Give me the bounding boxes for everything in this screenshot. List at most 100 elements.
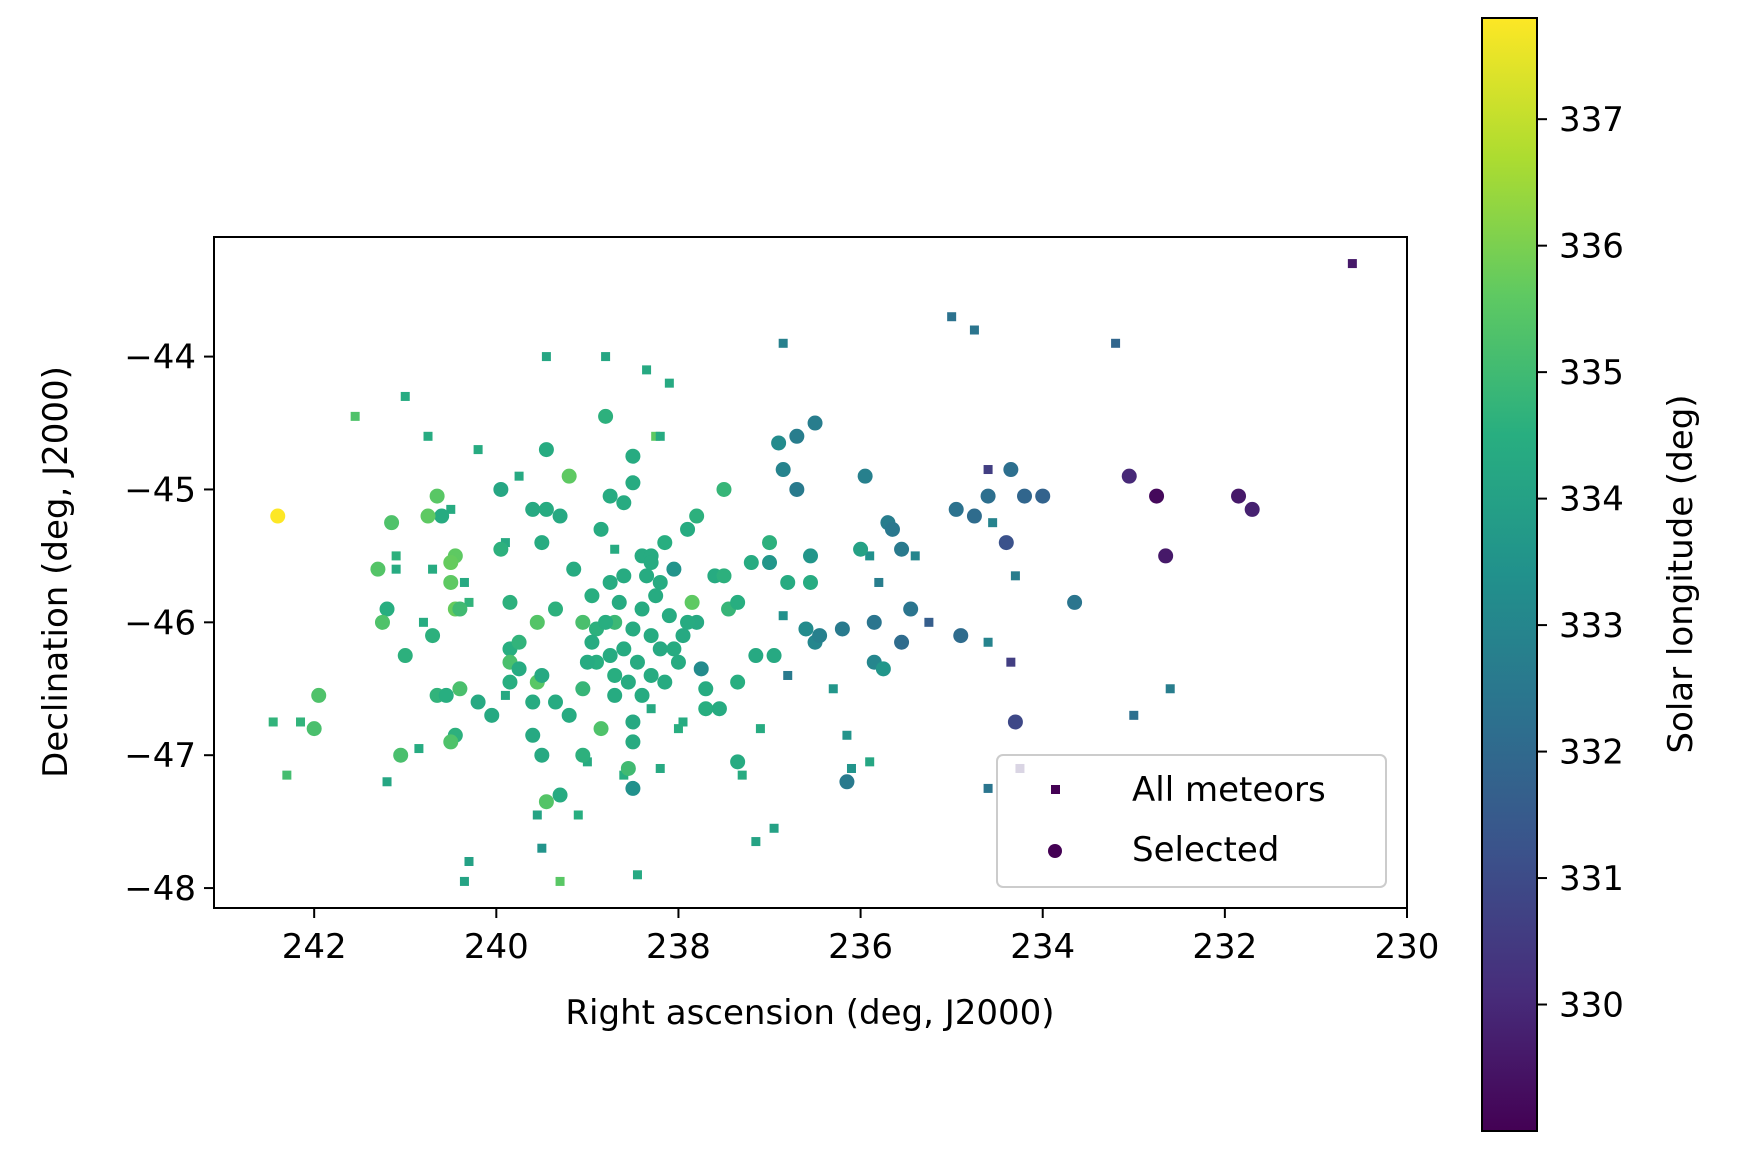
selected-meteor-point (693, 661, 709, 677)
meteor-square-point (382, 777, 392, 787)
meteor-square-point (783, 670, 793, 680)
selected-meteor-point (548, 694, 564, 710)
meteor-square-point (947, 312, 957, 322)
meteor-square-point (651, 431, 661, 441)
meteor-square-point (400, 391, 410, 401)
selected-meteor-point (652, 641, 668, 657)
selected-meteor-point (616, 568, 632, 584)
meteor-square-point (514, 471, 524, 481)
meteor-square-point (642, 365, 652, 375)
selected-meteor-point (538, 442, 554, 458)
meteor-square-point (910, 551, 920, 561)
selected-meteor-point (529, 614, 545, 630)
selected-meteor-point (839, 774, 855, 790)
meteor-square-point (296, 717, 306, 727)
selected-meteor-point (661, 608, 677, 624)
x-axis: 242 240 238 236 234 232 230 (282, 908, 1439, 967)
selected-meteor-point (866, 614, 882, 630)
selected-meteor-point (511, 634, 527, 650)
meteor-square-point (874, 577, 884, 587)
selected-meteor-point (730, 754, 746, 770)
selected-meteor-point (812, 628, 828, 644)
selected-meteor-point (762, 535, 778, 551)
y-tick-label: −45 (124, 470, 196, 510)
selected-meteor-point (698, 701, 714, 717)
selected-meteor-point (948, 501, 964, 517)
selected-meteor-point (762, 555, 778, 571)
selected-meteor-point (452, 601, 468, 617)
selected-meteor-point (434, 508, 450, 524)
selected-meteor-point (443, 555, 459, 571)
selected-meteor-point (1121, 468, 1137, 484)
selected-meteor-point (420, 508, 436, 524)
x-tick-label: 238 (646, 927, 711, 967)
selected-meteor-point (429, 488, 445, 504)
meteor-square-point (755, 724, 765, 734)
selected-meteor-point (625, 475, 641, 491)
meteor-square-point (418, 617, 428, 627)
selected-meteor-point (643, 628, 659, 644)
selected-meteor-point (393, 747, 409, 763)
selected-meteor-point (730, 674, 746, 690)
meteor-square-point (423, 431, 433, 441)
meteor-square-point (1006, 657, 1016, 667)
x-tick-label: 232 (1192, 927, 1257, 967)
selected-meteor-point (625, 714, 641, 730)
x-tick-label: 234 (1010, 927, 1075, 967)
selected-meteor-point (743, 555, 759, 571)
selected-meteor-point (629, 654, 645, 670)
y-tick-label: −44 (124, 338, 196, 378)
selected-meteor-point (894, 634, 910, 650)
selected-meteor-point (666, 641, 682, 657)
meteor-square-point (988, 518, 998, 528)
selected-meteor-point (379, 601, 395, 617)
selected-meteor-point (670, 654, 686, 670)
selected-meteor-point (648, 588, 664, 604)
meteor-square-point (842, 730, 852, 740)
meteor-square-point (282, 770, 292, 780)
selected-meteor-point (625, 448, 641, 464)
selected-meteor-point (306, 721, 322, 737)
selected-meteor-point (561, 707, 577, 723)
colorbar-tick-label: 337 (1559, 100, 1624, 140)
selected-meteor-point (525, 694, 541, 710)
selected-meteor-point (575, 681, 591, 697)
meteor-square-point (610, 544, 620, 554)
meteor-square-point (601, 352, 611, 362)
selected-meteor-point (566, 561, 582, 577)
meteor-square-point (1165, 684, 1175, 694)
selected-meteor-point (894, 541, 910, 557)
meteor-square-point (778, 611, 788, 621)
selected-meteor-point (575, 614, 591, 630)
selected-meteor-point (798, 621, 814, 637)
legend-square-marker (1051, 785, 1060, 794)
meteor-square-point (983, 783, 993, 793)
selected-meteor-point (620, 760, 636, 776)
colorbar-tick-label: 330 (1559, 986, 1624, 1026)
colorbar (1481, 17, 1538, 1132)
legend-label-all-meteors: All meteors (1132, 770, 1326, 810)
selected-meteor-point (966, 508, 982, 524)
selected-meteor-point (552, 508, 568, 524)
selected-meteor-point (711, 701, 727, 717)
selected-meteor-point (548, 601, 564, 617)
selected-meteor-point (1067, 594, 1083, 610)
selected-meteor-point (620, 674, 636, 690)
y-tick-label: −48 (124, 869, 196, 909)
selected-meteor-point (643, 555, 659, 571)
meteor-square-point (983, 465, 993, 475)
selected-meteor-point (443, 574, 459, 590)
selected-meteor-point (397, 648, 413, 664)
legend-circle-marker (1048, 844, 1062, 858)
meteor-square-point (673, 724, 683, 734)
selected-meteor-point (903, 601, 919, 617)
selected-meteor-point (584, 588, 600, 604)
selected-meteor-point (789, 428, 805, 444)
selected-meteor-point (534, 747, 550, 763)
selected-meteor-point (980, 488, 996, 504)
selected-meteor-point (1003, 462, 1019, 478)
meteor-square-point (391, 551, 401, 561)
legend: All meteors Selected (996, 754, 1387, 888)
selected-meteor-point (443, 734, 459, 750)
